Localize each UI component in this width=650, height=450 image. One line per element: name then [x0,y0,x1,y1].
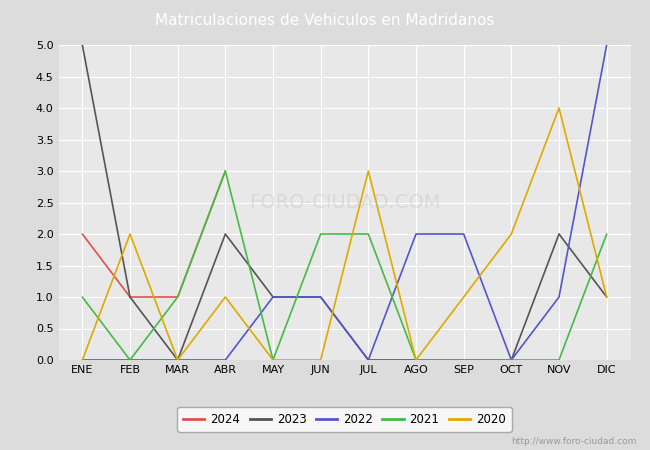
Line: 2023: 2023 [83,45,606,360]
2020 [269,357,277,363]
Line: 2021: 2021 [83,171,606,360]
2023 [269,294,277,300]
2023 [412,357,420,363]
Line: 2020: 2020 [83,108,606,360]
2023 [174,357,181,363]
2020 [603,294,610,300]
2022 [222,357,229,363]
2023 [365,357,372,363]
2021 [222,168,229,174]
2022 [460,231,467,237]
2023 [603,294,610,300]
2021 [508,357,515,363]
2021 [412,357,420,363]
Line: 2024: 2024 [83,171,226,297]
2020 [508,231,515,237]
2020 [174,357,181,363]
2021 [603,231,610,237]
2020 [460,294,467,300]
Text: http://www.foro-ciudad.com: http://www.foro-ciudad.com [512,436,637,446]
2021 [174,294,181,300]
2020 [555,105,563,111]
2022 [603,42,610,48]
2022 [79,357,86,363]
2020 [79,357,86,363]
2023 [79,42,86,48]
2024 [174,294,181,300]
2020 [317,357,324,363]
2023 [317,294,324,300]
2022 [174,357,181,363]
2021 [317,231,324,237]
2022 [365,357,372,363]
2023 [460,357,467,363]
2023 [126,294,134,300]
2021 [555,357,563,363]
2022 [269,294,277,300]
Text: Matriculaciones de Vehiculos en Madridanos: Matriculaciones de Vehiculos en Madridan… [155,13,495,28]
2023 [555,231,563,237]
2022 [508,357,515,363]
2021 [269,357,277,363]
2021 [126,357,134,363]
2022 [126,357,134,363]
2023 [508,357,515,363]
2023 [222,231,229,237]
Legend: 2024, 2023, 2022, 2021, 2020: 2024, 2023, 2022, 2021, 2020 [177,407,512,432]
2021 [79,294,86,300]
2021 [460,357,467,363]
2021 [365,231,372,237]
2020 [126,231,134,237]
2022 [412,231,420,237]
2024 [222,168,229,174]
2020 [222,294,229,300]
2024 [79,231,86,237]
Text: FORO-CIUDAD.COM: FORO-CIUDAD.COM [249,193,440,212]
2024 [126,294,134,300]
2020 [365,168,372,174]
2020 [412,357,420,363]
Line: 2022: 2022 [83,45,606,360]
2022 [555,294,563,300]
2022 [317,294,324,300]
